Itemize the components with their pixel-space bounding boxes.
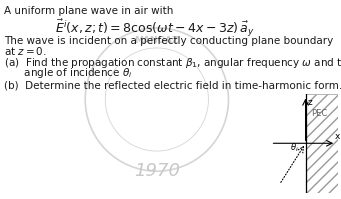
Text: (a)  Find the propagation constant $\beta_1$, angular frequency $\omega$ and the: (a) Find the propagation constant $\beta… [4,56,341,70]
Text: (b)  Determine the reflected electric field in time-harmonic form.: (b) Determine the reflected electric fie… [4,81,341,91]
Text: angle of incidence $\theta_i$: angle of incidence $\theta_i$ [4,66,132,80]
Text: $\vec{E}^i(x, z; t) = 8\cos(\omega t - 4x - 3z)\, \vec{a}_y$: $\vec{E}^i(x, z; t) = 8\cos(\omega t - 4… [55,18,255,39]
Text: PEC: PEC [311,109,327,118]
Text: z: z [307,98,312,107]
Bar [306,94,338,193]
Text: MANGAZ: MANGAZ [135,36,179,45]
Text: 1970: 1970 [134,162,180,180]
Text: $\theta_i$: $\theta_i$ [291,142,299,154]
Text: A uniform plane wave in air with: A uniform plane wave in air with [4,6,173,16]
Text: at $z = 0$.: at $z = 0$. [4,45,47,57]
Text: x: x [335,132,340,141]
Text: The wave is incident on a perfectly conducting plane boundary: The wave is incident on a perfectly cond… [4,36,333,46]
